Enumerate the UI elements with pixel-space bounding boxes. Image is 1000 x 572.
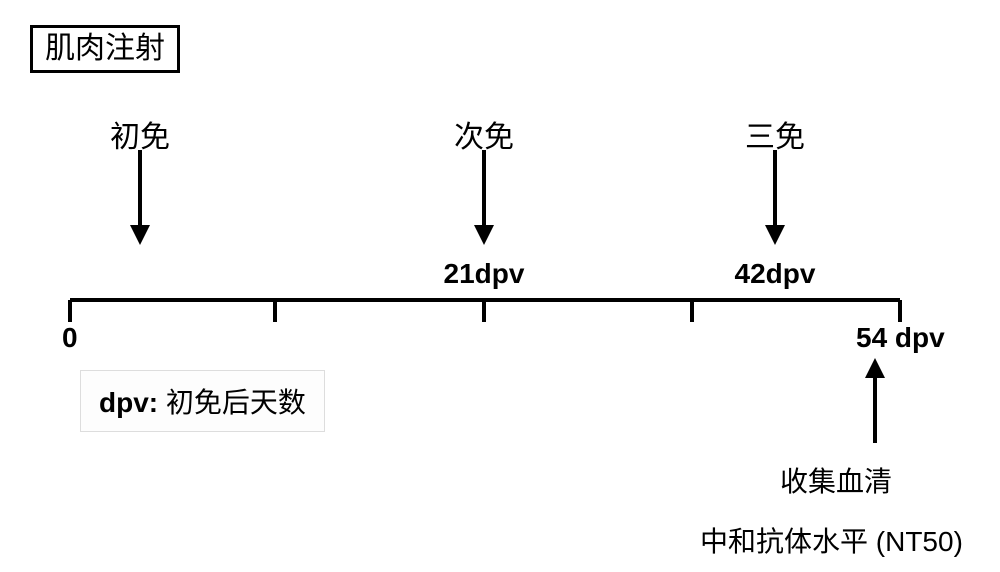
tick-54dpv-text: 54 dpv — [856, 322, 945, 353]
arrow-up-collection — [862, 358, 888, 443]
collection-label-2-text: 中和抗体水平 (NT50) — [700, 526, 963, 557]
arrow-down-secondary — [471, 150, 497, 245]
tick-42dpv-text: 42dpv — [735, 258, 816, 289]
timeline-axis — [60, 290, 920, 335]
dpv-prefix: dpv: — [99, 387, 158, 418]
arrow-down-tertiary — [762, 150, 788, 245]
title-text: 肌肉注射 — [45, 32, 165, 65]
tick-0-text: 0 — [62, 322, 78, 353]
tick-21dpv: 21dpv — [444, 258, 525, 290]
diagram-container: 肌肉注射 初免 次免 三免 21dpv 42dpv — [0, 0, 1000, 572]
arrow-down-primary — [127, 150, 153, 245]
collection-label-2: 中和抗体水平 (NT50) — [700, 520, 963, 560]
dpv-text: 初免后天数 — [158, 387, 306, 418]
collection-label-1: 收集血清 — [780, 460, 892, 500]
title-box: 肌肉注射 — [30, 25, 180, 73]
dpv-definition-box: dpv: 初免后天数 — [80, 370, 325, 432]
tick-42dpv: 42dpv — [735, 258, 816, 290]
tick-0: 0 — [62, 322, 78, 354]
tick-21dpv-text: 21dpv — [444, 258, 525, 289]
tick-54dpv: 54 dpv — [856, 322, 945, 354]
collection-label-1-text: 收集血清 — [780, 466, 892, 497]
